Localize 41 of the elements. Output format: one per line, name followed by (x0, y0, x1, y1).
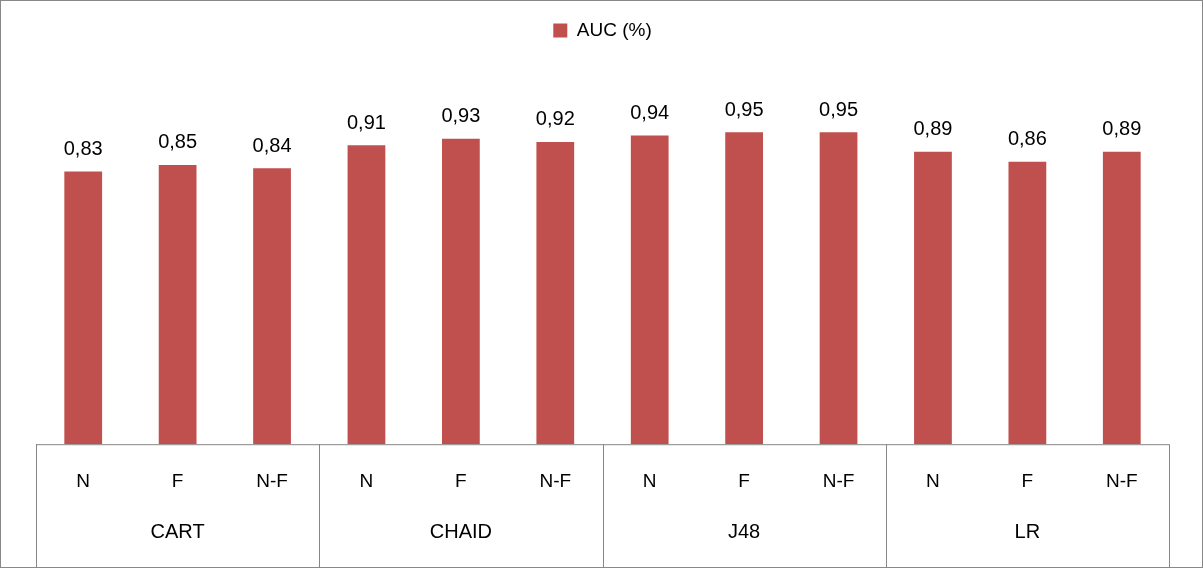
data-label: 0,95 (819, 97, 859, 120)
data-label: 0,85 (158, 130, 198, 153)
data-label: 0,94 (630, 100, 670, 123)
x-tick-label: N-F (1105, 469, 1138, 491)
x-tick-label: F (1021, 469, 1034, 491)
data-label: 0,84 (252, 133, 292, 156)
bar (347, 145, 386, 445)
data-label: 0,86 (1007, 127, 1047, 150)
x-tick-label: N (642, 469, 657, 491)
x-tick-label: N (359, 469, 374, 491)
data-label: 0,92 (535, 107, 575, 130)
x-tick-label: F (738, 469, 750, 491)
data-label: 0,89 (913, 117, 953, 140)
bar (253, 168, 291, 445)
bar (914, 151, 952, 445)
text: J48 (728, 519, 761, 542)
bar (158, 164, 197, 445)
x-tick-label: N (76, 469, 91, 491)
bar (1008, 161, 1047, 445)
x-tick-label: F (455, 469, 467, 491)
text: CHAID (429, 519, 492, 542)
data-label: 0,89 (1102, 117, 1142, 140)
text: LR (1014, 519, 1041, 542)
bar (536, 141, 575, 445)
x-tick-label: N-F (256, 469, 288, 491)
data-label: 0,95 (724, 97, 764, 120)
x-tick-label: F (171, 469, 184, 491)
data-label: 0,93 (441, 104, 481, 127)
x-tick-label: N (926, 469, 940, 491)
bar (64, 171, 103, 445)
text: CART (150, 519, 205, 542)
legend-label: AUC (%) (576, 18, 652, 40)
x-tick-label: N-F (539, 469, 572, 491)
bar (725, 132, 764, 445)
data-label: 0,83 (63, 137, 103, 160)
bar (819, 132, 858, 445)
bar (441, 138, 480, 445)
bar (630, 135, 669, 445)
data-label: 0,91 (346, 110, 386, 133)
bar (1102, 151, 1141, 445)
x-tick-label: N-F (822, 469, 855, 491)
